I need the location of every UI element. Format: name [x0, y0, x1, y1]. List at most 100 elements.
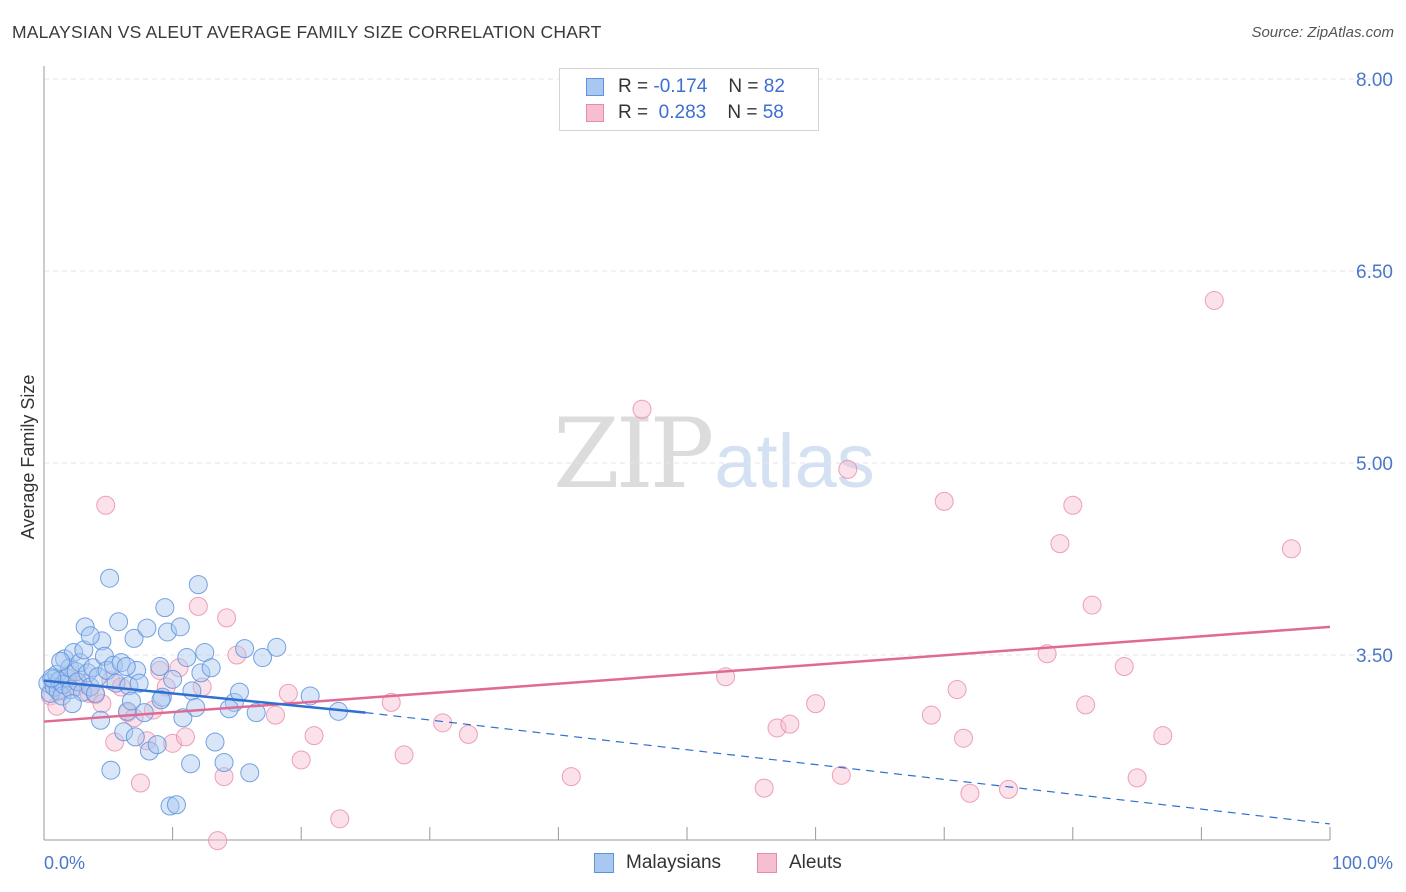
aleuts-swatch	[757, 853, 777, 873]
aleut-point	[780, 714, 800, 734]
aleut-point	[208, 831, 228, 851]
aleut-point	[934, 491, 954, 511]
malaysian-point	[166, 795, 186, 815]
aleut-point	[960, 783, 980, 803]
aleut-point	[1063, 495, 1083, 515]
malaysian-point	[100, 568, 120, 588]
aleuts-trendline	[43, 625, 1331, 723]
aleut-point	[1114, 657, 1134, 677]
aleut-point	[330, 809, 350, 829]
malaysian-point	[75, 617, 95, 637]
y-tick-label: 3.50	[1356, 646, 1393, 667]
malaysian-point	[240, 763, 260, 783]
aleut-point	[1050, 534, 1070, 554]
aleut-point	[831, 765, 851, 785]
aleut-point	[458, 724, 478, 744]
axes	[43, 66, 1331, 841]
malaysian-point	[137, 618, 157, 638]
aleut-point	[921, 705, 941, 725]
x-tick-label-min: 0.0%	[44, 853, 85, 873]
n-value: 58	[762, 102, 784, 123]
axis-labels: 3.50 5.00 6.50 8.00 0.0% 100.0% Average Family…	[18, 70, 1393, 873]
aleut-point	[1204, 290, 1224, 310]
malaysian-point	[147, 735, 167, 755]
malaysian-point	[61, 680, 81, 700]
aleut-point	[188, 596, 208, 616]
aleut-point	[217, 608, 237, 628]
malaysian-point	[173, 708, 193, 728]
n-label: N =	[727, 102, 758, 123]
malaysian-point	[91, 710, 111, 730]
aleut-point	[1281, 539, 1301, 559]
aleut-point	[101, 671, 121, 691]
malaysian-point	[125, 727, 145, 747]
malaysian-point	[151, 690, 171, 710]
aleut-point	[767, 718, 787, 738]
aleut-point	[838, 459, 858, 479]
malaysian-point	[85, 683, 105, 703]
malaysian-point	[214, 753, 234, 773]
malaysian-point	[62, 694, 82, 714]
legend-text-aleuts: R = 0.283 N = 58	[618, 102, 784, 124]
r-label: R =	[618, 76, 649, 97]
malaysians-points	[38, 568, 348, 816]
malaysian-point	[191, 663, 211, 683]
malaysian-point	[124, 628, 144, 648]
malaysian-point	[188, 575, 208, 595]
malaysians-trendline-extension	[365, 712, 1331, 825]
aleut-point	[278, 683, 298, 703]
chart-title: MALAYSIAN VS ALEUT AVERAGE FAMILY SIZE C…	[12, 22, 602, 42]
y-tick-label: 5.00	[1356, 454, 1393, 475]
aleut-point	[291, 750, 311, 770]
aleut-point	[304, 726, 324, 746]
malaysian-point	[101, 760, 121, 780]
malaysian-point	[83, 658, 103, 678]
malaysian-point	[92, 631, 112, 651]
gridlines	[44, 78, 1392, 656]
aleut-point	[999, 779, 1018, 799]
aleut-point	[1082, 595, 1102, 615]
aleut-point	[632, 399, 652, 419]
malaysian-point	[201, 658, 221, 678]
aleut-point	[265, 705, 285, 725]
malaysian-point	[129, 673, 149, 693]
aleut-point	[947, 680, 967, 700]
malaysian-point	[42, 668, 62, 688]
malaysian-point	[181, 754, 201, 774]
malaysian-point	[246, 703, 266, 723]
aleut-point	[92, 694, 112, 714]
source-label: Source: ZipAtlas.com	[1251, 24, 1394, 41]
malaysian-point	[139, 741, 159, 761]
aleut-point	[227, 645, 247, 665]
aleut-point	[169, 658, 189, 678]
correlation-legend: R = -0.174 N = 82 R = 0.283 N = 58	[559, 68, 819, 131]
aleut-point	[953, 728, 973, 748]
malaysian-point	[116, 657, 136, 677]
malaysian-point	[109, 612, 129, 632]
n-value: 82	[763, 76, 785, 97]
blue-swatch	[586, 78, 604, 96]
malaysian-point	[43, 669, 63, 689]
aleut-point	[561, 767, 581, 787]
malaysian-point	[163, 669, 183, 689]
aleut-point	[175, 727, 195, 747]
malaysian-point	[121, 691, 141, 711]
aleut-point	[754, 778, 774, 798]
malaysians-trendline	[43, 679, 366, 714]
malaysian-point	[51, 651, 71, 671]
aleut-point	[381, 692, 401, 712]
y-tick-label: 6.50	[1356, 262, 1393, 283]
aleut-point	[806, 694, 826, 714]
y-tick-label: 8.00	[1356, 70, 1393, 91]
aleuts-label: Aleuts	[789, 852, 842, 873]
n-label: N =	[728, 76, 759, 97]
aleut-point	[1076, 695, 1096, 715]
aleut-point	[214, 767, 234, 787]
malaysian-point	[114, 722, 134, 742]
aleut-point	[1153, 726, 1173, 746]
y-axis-label: Average Family Size	[18, 375, 38, 540]
malaysian-point	[78, 663, 98, 683]
malaysians-swatch	[594, 853, 614, 873]
malaysian-point	[80, 626, 100, 646]
